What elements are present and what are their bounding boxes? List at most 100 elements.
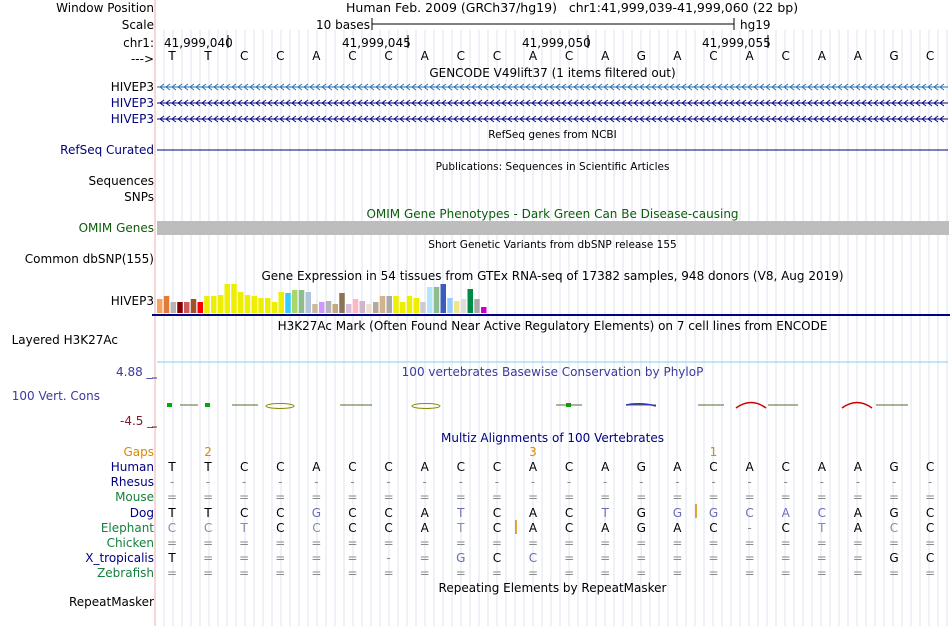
gtex-tissue-bar — [298, 290, 305, 313]
repeatmasker-label[interactable]: RepeatMasker — [68, 595, 154, 609]
alignment-base: C — [781, 521, 790, 535]
reference-base: C — [348, 49, 357, 63]
strand-arrow-icon — [219, 83, 225, 91]
gtex-tissue-bar — [312, 304, 318, 313]
strand-arrow-icon — [291, 115, 297, 123]
gencode-gene-2[interactable]: HIVEP3 — [110, 96, 154, 110]
strand-arrow-icon — [255, 99, 261, 107]
alignment-base: = — [672, 536, 683, 550]
snps-label[interactable]: SNPs — [124, 190, 154, 204]
gencode-gene-1[interactable]: HIVEP3 — [110, 80, 154, 94]
gencode-gene-3[interactable]: HIVEP3 — [110, 112, 154, 126]
gtex-track-title[interactable]: Gene Expression in 54 tissues from GTEx … — [261, 269, 844, 283]
omim-label[interactable]: OMIM Genes — [78, 221, 154, 235]
strand-arrow-icon — [495, 99, 501, 107]
strand-arrow-icon — [405, 99, 411, 107]
cons-track-title[interactable]: 100 vertebrates Basewise Conservation by… — [401, 365, 704, 379]
strand-arrow-icon — [513, 115, 519, 123]
gtex-tissue-bar — [244, 295, 251, 313]
sequences-label[interactable]: Sequences — [88, 174, 154, 188]
alignment-base: = — [455, 566, 466, 580]
strand-arrow-icon — [831, 83, 837, 91]
refseq-track-title[interactable]: RefSeq genes from NCBI — [488, 129, 617, 141]
strand-arrow-icon — [921, 83, 927, 91]
gencode-track-title[interactable]: GENCODE V49lift37 (1 items filtered out) — [429, 66, 676, 80]
gaps-label[interactable]: Gaps — [123, 445, 154, 459]
species-label-elephant[interactable]: Elephant — [100, 521, 154, 535]
strand-arrow-icon — [465, 83, 471, 91]
strand-arrow-icon — [159, 99, 165, 107]
h3k27ac-track-title[interactable]: H3K27Ac Mark (Often Found Near Active Re… — [277, 319, 828, 333]
species-label-zebrafish[interactable]: Zebrafish — [97, 566, 154, 580]
strand-arrow-icon — [579, 115, 585, 123]
cons-label[interactable]: 100 Vert. Cons — [11, 389, 100, 403]
reference-base: C — [564, 49, 574, 63]
strand-arrow-icon — [939, 83, 945, 91]
gtex-label[interactable]: HIVEP3 — [110, 294, 154, 308]
alignment-base: - — [711, 475, 716, 489]
strand-arrow-icon — [681, 83, 687, 91]
gap-count: 3 — [529, 445, 537, 459]
strand-arrow-icon — [771, 83, 777, 91]
strand-arrow-icon — [387, 83, 393, 91]
reference-base: T — [168, 49, 176, 63]
strand-arrow-icon — [351, 99, 357, 107]
strand-arrow-icon — [453, 115, 459, 123]
coord-3: 41,999,050 — [522, 36, 591, 50]
strand-arrow-icon — [855, 115, 861, 123]
strand-arrow-icon — [819, 115, 825, 123]
gtex-tissue-bar — [305, 292, 311, 313]
h3k27ac-label[interactable]: Layered H3K27Ac — [11, 333, 118, 347]
strand-arrow-icon — [369, 83, 375, 91]
species-label-dog[interactable]: Dog — [129, 506, 154, 520]
alignment-base: = — [311, 490, 322, 504]
species-label-rhesus[interactable]: Rhesus — [110, 475, 154, 489]
strand-arrow-icon — [267, 99, 273, 107]
coord-4: 41,999,055 — [702, 36, 771, 50]
alignment-base: = — [347, 490, 358, 504]
strand-arrow-icon — [807, 83, 813, 91]
multiz-track-title[interactable]: Multiz Alignments of 100 Vertebrates — [440, 431, 665, 445]
alignment-base: A — [420, 460, 429, 474]
species-label-mouse[interactable]: Mouse — [115, 490, 154, 504]
omim-gene-bar — [157, 221, 949, 235]
gtex-tissue-bar — [413, 298, 419, 313]
alignment-base: - — [747, 521, 752, 535]
strand-arrow-icon — [279, 99, 285, 107]
alignment-base: = — [239, 536, 250, 550]
strand-arrow-icon — [843, 83, 849, 91]
strand-arrow-icon — [219, 99, 225, 107]
publications-track-title[interactable]: Publications: Sequences in Scientific Ar… — [435, 161, 670, 173]
alignment-base: A — [853, 460, 862, 474]
alignment-base: C — [239, 506, 249, 520]
strand-arrow-icon — [417, 83, 423, 91]
species-label-x_tropicalis[interactable]: X_tropicalis — [85, 551, 154, 565]
refseq-label[interactable]: RefSeq Curated — [60, 143, 154, 157]
alignment-base: C — [348, 460, 357, 474]
species-label-human[interactable]: Human — [110, 460, 154, 474]
strand-arrow-icon — [813, 115, 819, 123]
alignment-base: = — [347, 551, 358, 565]
strand-arrow-icon — [909, 99, 915, 107]
reference-base: A — [817, 49, 826, 63]
strand-arrow-icon — [693, 115, 699, 123]
gtex-tissue-bar — [339, 293, 345, 313]
strand-arrow-icon — [333, 115, 339, 123]
strand-arrow-icon — [795, 83, 801, 91]
omim-track-title[interactable]: OMIM Gene Phenotypes - Dark Green Can Be… — [366, 207, 739, 221]
strand-arrow-icon — [555, 83, 561, 91]
dbsnp-label[interactable]: Common dbSNP(155) — [24, 252, 154, 266]
window-position-label: Window Position — [56, 1, 154, 15]
alignment-base: - — [566, 475, 572, 489]
alignment-base: = — [455, 536, 466, 550]
strand-arrow-icon — [771, 99, 777, 107]
dbsnp-track-title[interactable]: Short Genetic Variants from dbSNP releas… — [428, 239, 677, 251]
species-label-chicken[interactable]: Chicken — [106, 536, 154, 550]
reference-base: A — [601, 49, 610, 63]
repeatmasker-track-title[interactable]: Repeating Elements by RepeatMasker — [438, 581, 667, 595]
strand-arrow-icon — [417, 99, 423, 107]
alignment-base: C — [781, 460, 790, 474]
strand-arrow-icon — [429, 115, 435, 123]
strand-arrow-icon — [879, 115, 885, 123]
coord-1: 41,999,040 — [164, 36, 233, 50]
